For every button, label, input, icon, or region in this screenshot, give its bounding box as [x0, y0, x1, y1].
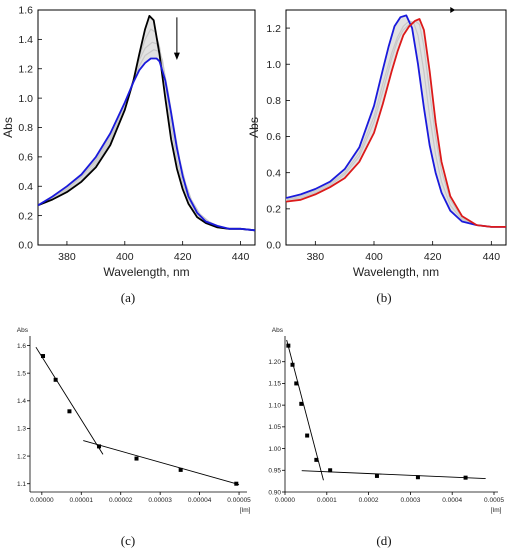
series-line: [38, 41, 255, 231]
y-tick-label: 0.8: [18, 122, 33, 134]
x-tick-label: 0.00000: [30, 497, 54, 504]
y-axis-label: Abs: [17, 327, 29, 334]
y-axis-label: Abs: [1, 117, 15, 138]
x-tick-label: 0.0003: [400, 497, 420, 504]
chart-a: 380 400 420 440 0.0 0.2 0.4 0.6 0.8 1.0 1.2 1.4 1.6 W…: [1, 5, 256, 305]
arrow-head: [450, 7, 456, 13]
y-tick-label: 1.4: [18, 34, 33, 46]
chart-b: 380 400 420 440 0.0 0.2 0.4 0.6 0.8 1.0 1.2 Wavelen…: [247, 7, 507, 305]
data-point: [97, 444, 102, 449]
data-point: [53, 377, 58, 382]
y-axis-label: Abs: [247, 117, 261, 138]
y-tick-label: 0.90: [268, 489, 281, 496]
band-fill: [286, 15, 506, 227]
data-point: [415, 475, 420, 480]
y-tick-label: 1.4: [17, 398, 26, 405]
data-point: [234, 481, 239, 486]
data-point: [134, 456, 139, 461]
y-tick-label: 0.6: [18, 152, 33, 164]
y-tick-label: 1.3: [17, 426, 26, 433]
y-tick-label: 1.1: [17, 481, 26, 488]
chart-d: 0.0000 0.0001 0.0002 0.0003 0.0004 0.0005 0.90…: [268, 327, 504, 548]
x-tick-label: 380: [307, 251, 325, 263]
x-tick-label: 0.0005: [484, 497, 504, 504]
series-line: [286, 20, 506, 228]
x-axis-label: [Im]: [240, 507, 251, 514]
y-tick-label: 1.0: [18, 93, 33, 105]
data-point: [328, 468, 333, 473]
data-point: [314, 457, 319, 462]
x-axis-label: Wavelength, nm: [103, 265, 189, 279]
y-tick-label: 0.2: [266, 204, 281, 216]
y-tick-label: 0.4: [266, 167, 281, 179]
series-line: [38, 57, 255, 232]
x-tick-label: 380: [58, 251, 76, 263]
y-axis-label: Abs: [272, 327, 284, 334]
x-tick-label: 0.0000: [275, 497, 295, 504]
panel-caption: (c): [121, 533, 135, 548]
panel-caption: (d): [376, 533, 391, 548]
data-point: [178, 467, 183, 472]
x-tick-label: 0.00005: [227, 497, 251, 504]
fit-line: [301, 470, 486, 479]
y-tick-label: 1.0: [266, 59, 281, 71]
y-tick-label: 0.95: [268, 468, 281, 475]
x-tick-label: 440: [232, 251, 250, 263]
x-tick-label: 420: [174, 251, 192, 263]
x-tick-label: 0.00003: [148, 497, 172, 504]
x-tick-label: 0.00002: [109, 497, 133, 504]
data-point: [67, 409, 72, 414]
x-axis-label: Wavelength, nm: [353, 265, 439, 279]
y-tick-label: 1.2: [266, 23, 281, 35]
data-point: [463, 475, 468, 480]
data-point: [290, 362, 295, 367]
data-point: [41, 354, 46, 359]
y-tick-label: 1.10: [268, 402, 281, 409]
y-tick-label: 1.2: [17, 453, 26, 460]
series-line: [286, 14, 506, 228]
y-tick-label: 1.2: [18, 63, 33, 75]
series-line: [286, 18, 506, 228]
y-tick-label: 0.2: [18, 210, 33, 222]
x-tick-label: 0.0004: [442, 497, 462, 504]
data-point: [305, 433, 310, 438]
x-tick-label: 0.00004: [188, 497, 212, 504]
y-tick-label: 1.20: [268, 359, 281, 366]
arrow-head: [173, 52, 180, 60]
data-point: [286, 343, 291, 348]
y-tick-label: 0.8: [266, 95, 281, 107]
data-point: [374, 473, 379, 478]
x-tick-label: 0.0001: [317, 497, 337, 504]
x-tick-label: 400: [365, 251, 383, 263]
x-tick-label: 440: [483, 251, 501, 263]
panel-caption: (a): [121, 290, 135, 305]
x-tick-label: 400: [116, 251, 134, 263]
y-tick-label: 1.15: [268, 381, 281, 388]
y-tick-label: 1.5: [17, 370, 26, 377]
y-tick-label: 0.4: [18, 181, 33, 193]
plot-frame: [285, 9, 507, 246]
x-tick-label: 0.0002: [359, 497, 379, 504]
y-tick-label: 1.00: [268, 446, 281, 453]
y-tick-label: 0.0: [18, 240, 33, 252]
y-tick-label: 0.0: [266, 240, 281, 252]
band-fill: [38, 15, 255, 231]
panel-caption: (b): [376, 290, 391, 305]
x-axis-label: [Im]: [491, 507, 502, 514]
data-point: [299, 401, 304, 406]
x-tick-label: 0.00001: [70, 497, 94, 504]
x-tick-label: 420: [424, 251, 442, 263]
series-line: [38, 49, 255, 231]
y-tick-label: 1.6: [17, 343, 26, 350]
y-tick-label: 1.05: [268, 424, 281, 431]
fit-line: [35, 346, 104, 455]
chart-c: 0.00000 0.00001 0.00002 0.00003 0.00004 0.000…: [17, 327, 251, 548]
series-line: [38, 15, 255, 232]
y-tick-label: 1.6: [18, 5, 33, 17]
fit-line: [83, 440, 240, 485]
y-tick-label: 0.6: [266, 131, 281, 143]
data-point: [294, 381, 299, 386]
